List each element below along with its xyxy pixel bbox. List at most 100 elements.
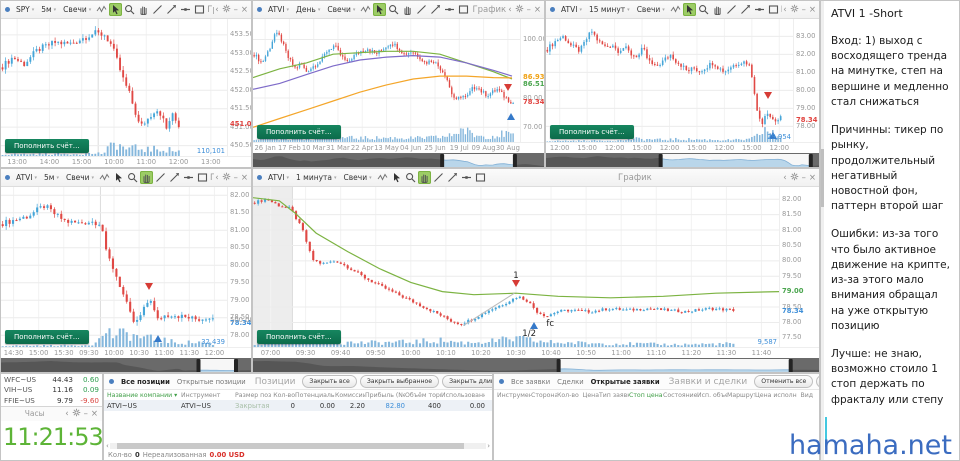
line-tool-icon[interactable] <box>154 171 167 184</box>
orders-column-header[interactable]: Состояние <box>663 391 697 399</box>
ticker-select[interactable]: ATVI ▾ <box>558 5 585 14</box>
deposit-button[interactable]: Пополнить счёт… <box>257 125 341 139</box>
timeframe-select[interactable]: 15 минут ▾ <box>586 5 633 14</box>
collapse-icon[interactable]: ‹ <box>508 4 512 15</box>
ticker-select[interactable]: ATVI ▾ <box>265 5 292 14</box>
orders-action-button[interactable]: Отменить все <box>754 375 814 388</box>
scroll-right-icon[interactable]: › <box>487 442 490 450</box>
hand-icon[interactable] <box>137 3 150 16</box>
positions-column-header[interactable]: Объём торгов <box>405 391 441 399</box>
ticker-select[interactable]: SPY ▾ <box>13 5 37 14</box>
gear-icon[interactable] <box>515 4 524 16</box>
minimize-icon[interactable]: – <box>526 4 531 15</box>
positions-tab[interactable]: Все позиции <box>121 377 170 386</box>
notes-scrollbar-thumb[interactable] <box>821 149 824 207</box>
positions-action-button[interactable]: Закрыть все <box>302 375 357 388</box>
positions-tab[interactable]: Открытые позиции <box>176 377 246 386</box>
positions-column-header[interactable]: Размер позиции <box>235 391 271 399</box>
ticker-select[interactable]: ATVI ▾ <box>13 173 40 182</box>
orders-tab[interactable]: Открытые заявки <box>590 377 660 386</box>
hand-icon[interactable] <box>711 3 724 16</box>
zoom-icon[interactable] <box>123 3 136 16</box>
orders-column-header[interactable]: Тип заявки <box>599 391 629 399</box>
chart-plot[interactable]: 110,101 Пополнить счёт… <box>1 19 227 156</box>
zoom-icon[interactable] <box>697 3 710 16</box>
scrollbar-thumb[interactable] <box>117 443 464 449</box>
minimize-icon[interactable]: – <box>801 4 806 15</box>
watchlist-row[interactable]: FFIE~US 9.79 -9.60 <box>1 395 102 406</box>
gear-icon[interactable] <box>72 408 81 420</box>
hline-tool-icon[interactable] <box>182 171 195 184</box>
positions-column-header[interactable]: Название компании ▾ <box>107 391 178 399</box>
orders-column-header[interactable]: Сторона <box>531 391 557 399</box>
line-tool-icon[interactable] <box>415 3 428 16</box>
timeframe-select[interactable]: 5м ▾ <box>41 173 62 182</box>
orders-column-header[interactable]: Кол-во <box>557 391 579 399</box>
positions-hscrollbar[interactable]: ‹ › <box>104 442 492 450</box>
chart-plot[interactable]: Пополнить счёт… <box>253 19 520 142</box>
orders-column-header[interactable]: Инструмент <box>497 391 531 399</box>
hand-icon[interactable] <box>401 3 414 16</box>
scroll-left-icon[interactable]: ‹ <box>106 442 109 450</box>
zoom-icon[interactable] <box>126 171 139 184</box>
orders-column-header[interactable]: Маршрут <box>727 391 755 399</box>
notes-body[interactable]: Вход: 1) выход с восходящего тренда на м… <box>831 34 953 408</box>
close-icon[interactable]: × <box>533 4 541 15</box>
minimize-icon[interactable]: – <box>83 408 88 419</box>
minimize-icon[interactable]: – <box>233 172 238 183</box>
gear-icon[interactable] <box>790 172 799 184</box>
indicator-icon[interactable] <box>95 3 108 16</box>
orders-column-header[interactable]: Исп. объем <box>697 391 727 399</box>
indicator-icon[interactable] <box>376 171 389 184</box>
collapse-icon[interactable]: ‹ <box>215 4 219 15</box>
close-icon[interactable]: × <box>808 4 816 15</box>
rect-tool-icon[interactable] <box>474 171 487 184</box>
ticker-select[interactable]: ATVI ▾ <box>265 173 292 182</box>
close-icon[interactable]: × <box>240 172 248 183</box>
line-tool-icon[interactable] <box>151 3 164 16</box>
zoom-icon[interactable] <box>387 3 400 16</box>
orders-column-header[interactable]: Цена исполнения <box>755 391 797 399</box>
series-type-select[interactable]: Свечи ▾ <box>324 5 358 14</box>
watchlist-row[interactable]: WFC~US 44.43 0.60 <box>1 374 102 385</box>
positions-action-button[interactable]: Закрыть выбранное <box>359 375 440 388</box>
chart-navigator[interactable] <box>253 153 544 167</box>
notes-panel[interactable]: ATVI 1 -Short Вход: 1) выход с восходяще… <box>820 0 960 461</box>
timeframe-select[interactable]: 1 минута ▾ <box>293 173 340 182</box>
deposit-button[interactable]: Пополнить счёт… <box>5 330 89 344</box>
trendline-tool-icon[interactable] <box>739 3 752 16</box>
rect-tool-icon[interactable] <box>457 3 470 16</box>
timeframe-select[interactable]: День ▾ <box>293 5 323 14</box>
indicator-icon[interactable] <box>98 171 111 184</box>
deposit-button[interactable]: Пополнить счёт… <box>5 139 89 153</box>
chart-navigator[interactable] <box>253 358 819 372</box>
orders-column-header[interactable]: Цена <box>582 391 599 399</box>
watchlist-row[interactable]: VIH~US 11.16 0.09 <box>1 385 102 396</box>
deposit-button[interactable]: Пополнить счёт… <box>257 330 341 344</box>
close-icon[interactable]: × <box>240 4 248 15</box>
positions-action-button[interactable]: Закрыть длинные <box>442 375 492 388</box>
positions-column-header[interactable]: Прибыль (Net) <box>365 391 405 399</box>
rect-tool-icon[interactable] <box>193 3 206 16</box>
collapse-icon[interactable]: ‹ <box>65 408 69 419</box>
cursor-icon[interactable] <box>682 3 696 16</box>
positions-column-header[interactable]: Использованная ПС <box>441 391 485 399</box>
collapse-icon[interactable]: ‹ <box>215 172 219 183</box>
orders-column-header[interactable]: Стоп цена ▾ <box>629 391 663 399</box>
minimize-icon[interactable]: – <box>801 172 806 183</box>
chart-plot[interactable]: 32,439 Пополнить счёт… <box>1 187 227 347</box>
hline-tool-icon[interactable] <box>179 3 192 16</box>
cursor-icon[interactable] <box>112 171 125 184</box>
trendline-tool-icon[interactable] <box>168 171 181 184</box>
series-type-select[interactable]: Свечи ▾ <box>634 5 668 14</box>
cursor-icon[interactable] <box>109 3 123 16</box>
hline-tool-icon[interactable] <box>753 3 766 16</box>
deposit-button[interactable]: Пополнить счёт… <box>550 125 634 139</box>
chart-navigator[interactable] <box>1 358 251 372</box>
positions-column-header[interactable]: Инструмент <box>181 391 221 399</box>
close-icon[interactable]: × <box>90 408 98 419</box>
trendline-tool-icon[interactable] <box>429 3 442 16</box>
hand-icon[interactable] <box>417 171 431 184</box>
series-type-select[interactable]: Свечи ▾ <box>60 5 94 14</box>
series-type-select[interactable]: Свечи ▾ <box>341 173 375 182</box>
